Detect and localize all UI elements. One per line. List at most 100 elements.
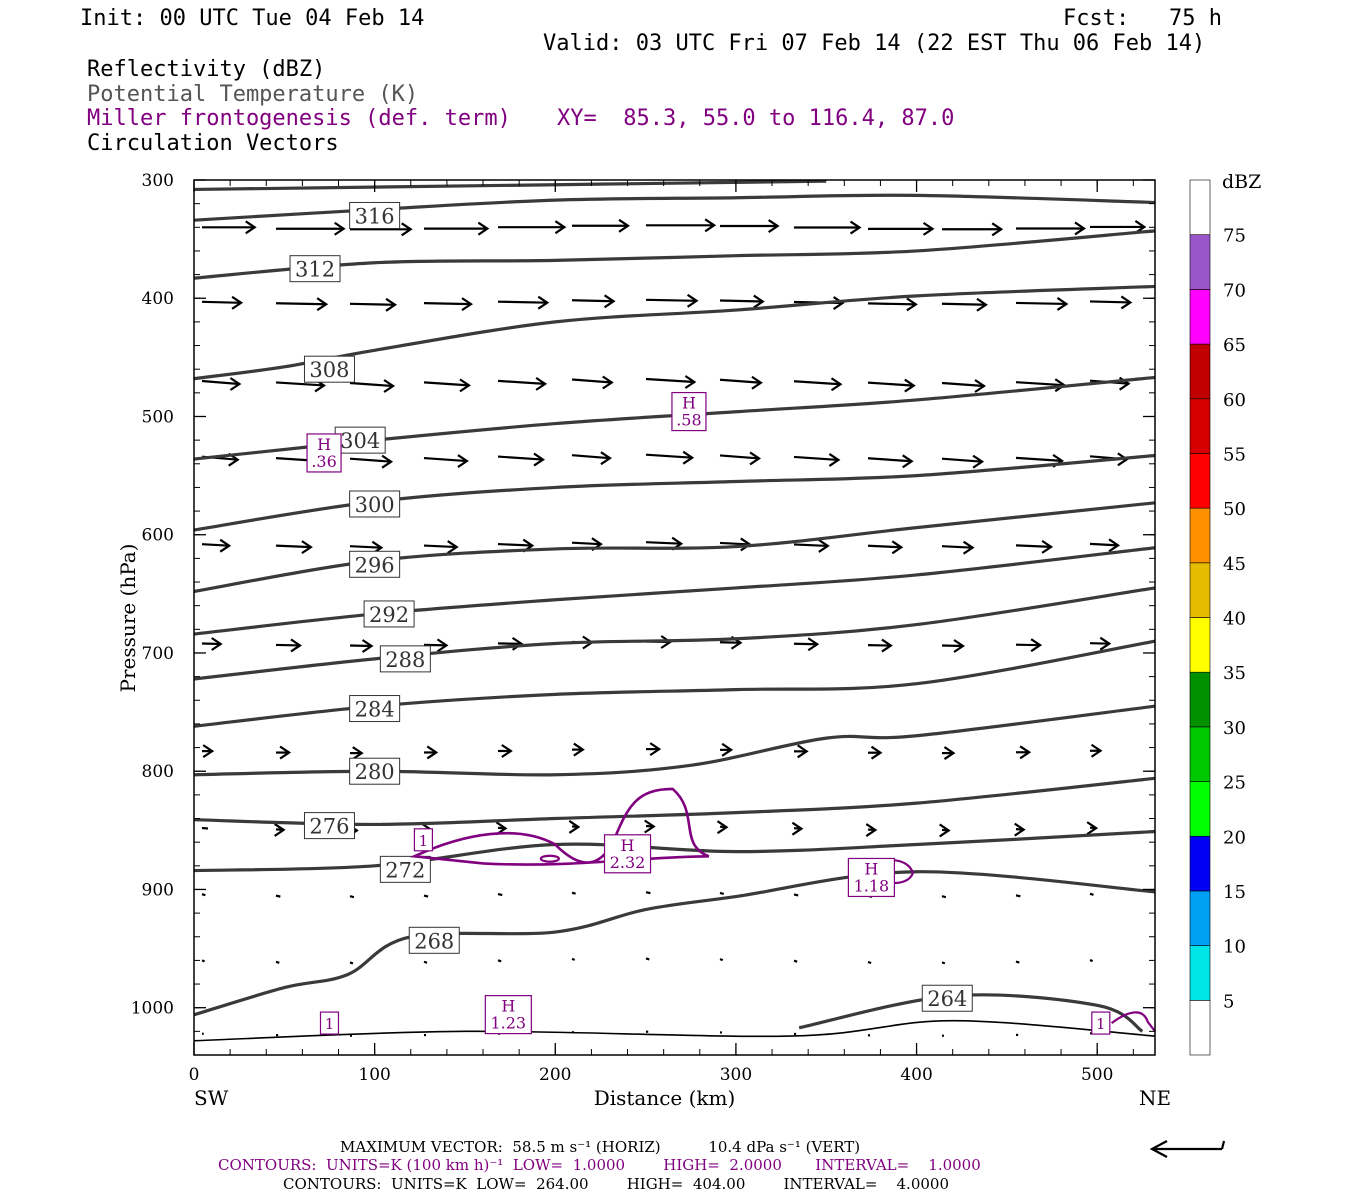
axes: 0 100 200 300 400 500 300 400 500 600 700 800 900 100… xyxy=(116,171,1171,1110)
vector-arrowhead xyxy=(231,295,244,310)
theta-contour-280 xyxy=(193,704,1156,777)
ne-label: NE xyxy=(1139,1086,1171,1110)
vector-arrowhead xyxy=(649,742,662,757)
vector-arrowhead xyxy=(991,222,1004,237)
colorbar-segment xyxy=(1189,234,1211,290)
vector-arrowhead xyxy=(749,451,762,466)
vector-arrow xyxy=(201,379,240,386)
vector-arrowhead xyxy=(1014,822,1026,837)
theta-contour-272 xyxy=(193,829,1156,873)
theta-label-box xyxy=(379,645,431,673)
theta-label: 316 xyxy=(355,204,395,228)
theta-label: 288 xyxy=(385,648,425,672)
vector-arrow xyxy=(719,958,724,962)
colorbar-label: 15 xyxy=(1223,882,1246,903)
x-tick-label: 200 xyxy=(539,1065,571,1085)
vector-arrow xyxy=(793,380,841,386)
reference-vector-arrow xyxy=(1149,1140,1226,1158)
theta-contour-284 xyxy=(193,639,1156,728)
vector-arrowhead xyxy=(953,639,965,653)
vector-arrowhead xyxy=(1074,221,1086,236)
terrain-line xyxy=(193,1019,1156,1042)
fronto-max-letter: H xyxy=(864,859,878,878)
vector-arrow xyxy=(941,961,946,965)
fronto-max-box xyxy=(847,857,895,898)
vector-arrow xyxy=(497,542,533,547)
vector-arrowhead xyxy=(211,637,223,651)
vector-arrow xyxy=(793,642,818,646)
theta-label: 304 xyxy=(340,429,380,453)
vector-arrow xyxy=(423,381,470,387)
x-tick-label: 300 xyxy=(720,1065,752,1085)
vector-arrow xyxy=(571,378,612,384)
vector-arrow xyxy=(1089,959,1094,963)
vector-arrowhead xyxy=(721,742,734,757)
footer-fronto-contours: CONTOURS: UNITS=K (100 km h)⁻¹ LOW= 1.00… xyxy=(218,1156,981,1174)
theta-contour-268 xyxy=(193,870,1156,1017)
fronto-max-box xyxy=(306,433,342,473)
fronto-max-value: .36 xyxy=(311,452,336,471)
colorbar-label: 70 xyxy=(1223,280,1246,301)
fronto-max-letter: H xyxy=(682,394,696,413)
theta-label: 300 xyxy=(355,493,395,517)
footer-max-vector: MAXIMUM VECTOR: 58.5 m s⁻¹ (HORIZ) 10.4 … xyxy=(340,1138,861,1156)
colorbar-segment xyxy=(1189,507,1211,564)
vector-arrow xyxy=(719,454,760,460)
vector-arrow xyxy=(1015,301,1067,306)
theta-contour-288 xyxy=(193,586,1156,681)
reference-arrow-head xyxy=(1149,1140,1168,1158)
footer-theta-contours: CONTOURS: UNITS=K LOW= 264.00 HIGH= 404.… xyxy=(283,1175,949,1193)
vector-arrowhead xyxy=(245,220,257,235)
vector-arrow xyxy=(423,544,457,549)
vector-arrowhead xyxy=(704,218,717,233)
vector-arrowhead xyxy=(602,375,614,390)
vector-arrow xyxy=(571,454,611,460)
vector-arrowhead xyxy=(881,638,893,653)
colorbar-label: 25 xyxy=(1223,773,1246,794)
vector-arrow xyxy=(571,891,576,895)
vector-arrowhead xyxy=(436,638,449,653)
y-tick-label: 500 xyxy=(142,407,174,427)
vector-arrowhead xyxy=(334,221,346,236)
vector-arrow xyxy=(1089,300,1131,304)
vector-arrow xyxy=(349,644,372,648)
colorbar-segment xyxy=(1189,289,1211,345)
vector-arrowhead xyxy=(1041,539,1054,554)
vector-arrow xyxy=(867,457,912,463)
vector-arrow xyxy=(867,544,902,549)
theta-label: 292 xyxy=(369,603,409,627)
y-tick-label: 1000 xyxy=(131,999,174,1019)
vector-arrow xyxy=(423,960,428,964)
fronto-contour-label: 1 xyxy=(325,1015,335,1033)
vector-arrow xyxy=(1015,894,1021,898)
colorbar-label: 65 xyxy=(1223,335,1246,356)
vector-arrow xyxy=(719,299,763,303)
fronto-label-box xyxy=(1091,1011,1111,1035)
vector-arrowhead xyxy=(791,821,804,836)
fronto-max-value: 2.32 xyxy=(610,853,646,872)
vector-arrow xyxy=(571,299,614,303)
vector-arrowhead xyxy=(1030,638,1043,653)
init-time: Init: 00 UTC Tue 04 Feb 14 xyxy=(80,6,425,31)
vector-arrow xyxy=(719,891,725,895)
theta-label-box xyxy=(349,695,401,723)
theta-label: 308 xyxy=(309,358,349,382)
field-reflectivity: Reflectivity (dBZ) xyxy=(87,57,326,82)
theta-label-box xyxy=(349,490,401,518)
theta-label-box xyxy=(349,550,401,578)
fronto-contour-1 xyxy=(409,787,710,866)
vector-arrow xyxy=(349,895,355,899)
vector-arrow xyxy=(423,894,429,898)
vector-arrowhead xyxy=(716,820,729,835)
vector-arrow xyxy=(793,893,799,897)
colorbar-label: 60 xyxy=(1223,390,1246,411)
vector-arrowhead xyxy=(818,539,830,553)
vector-arrow xyxy=(645,453,693,459)
colorbar-segment xyxy=(1189,1000,1211,1056)
vector-arrowhead xyxy=(686,293,699,308)
colorbar-segment xyxy=(1189,726,1211,782)
vector-arrow xyxy=(497,300,548,304)
vector-arrowhead xyxy=(902,454,914,469)
y-tick-label: 300 xyxy=(142,171,174,191)
